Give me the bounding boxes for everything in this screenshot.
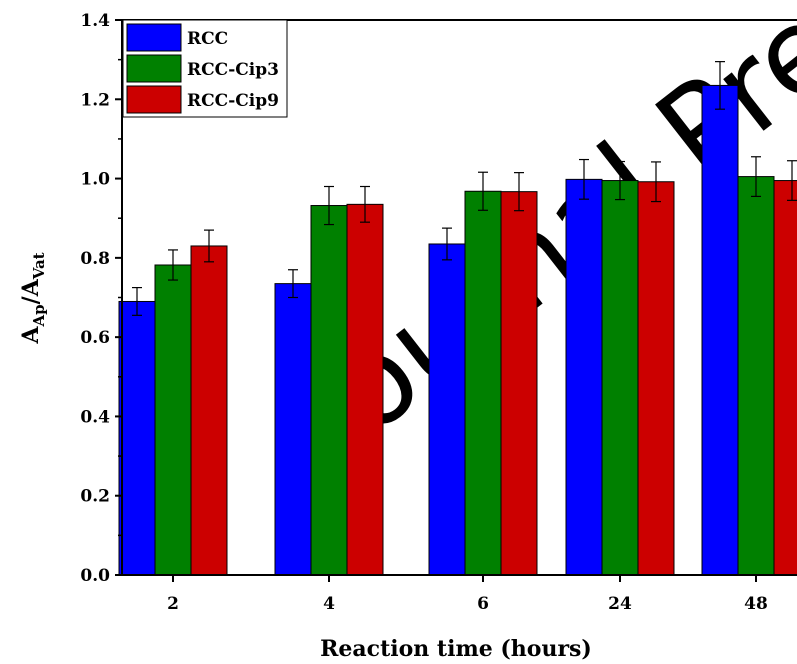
bars-layer [118,84,797,576]
error-bar-rcc-cip3-2 [168,249,178,281]
y-axis-label-sub1: Ap [30,304,48,327]
legend: RCC RCC-Cip3 RCC-Cip9 [122,19,288,118]
bar-rcc-cip3-4 [310,205,348,576]
y-tick-label: 0.6 [80,328,110,348]
bar-rcc-cip3-6 [464,190,502,576]
x-tick-label: 24 [608,594,632,614]
y-axis-label-base1: A [18,326,44,345]
error-bar-rcc-cip3-24 [615,160,625,201]
bar-rcc-cip9-2 [190,245,228,576]
bar-rcc-2 [118,300,156,576]
y-tick-label: 0.4 [80,407,110,427]
x-tick-label: 48 [744,594,768,614]
error-bar-rcc-cip3-48 [751,156,761,198]
bar-rcc-4 [274,283,312,576]
y-axis-label: AAp/AVat [18,252,48,344]
y-tick-label: 1.2 [80,90,110,110]
error-bar-rcc-cip9-24 [651,161,661,203]
y-tick-label: 0.8 [80,249,110,269]
x-tick-label: 4 [323,594,335,614]
error-bar-rcc-cip9-6 [514,172,524,212]
bar-rcc-cip3-24 [601,180,639,576]
bar-rcc-6 [428,243,466,576]
legend-swatch-rcc-cip3 [126,54,182,83]
y-tick-label: 1.4 [80,11,110,31]
bar-rcc-48 [701,84,739,576]
x-tick-label: 2 [167,594,179,614]
y-tick-label: 1.0 [80,170,110,190]
error-bar-rcc-4 [288,269,298,299]
x-tick-label: 6 [477,594,489,614]
bar-rcc-cip9-24 [637,181,675,576]
y-axis-label-slash: / [18,295,44,304]
error-bar-rcc-48 [715,61,725,110]
x-axis-label: Reaction time (hours) [320,636,592,662]
error-bar-rcc-cip3-4 [324,185,334,226]
error-bar-rcc-cip9-2 [204,229,214,263]
bar-rcc-cip9-6 [500,191,538,576]
error-bar-rcc-24 [579,158,589,200]
error-bar-rcc-cip9-48 [787,160,797,201]
y-tick-label: 0.2 [80,487,110,507]
bar-rcc-cip3-2 [154,264,192,576]
bar-rcc-24 [565,178,603,576]
legend-swatch-rcc [126,23,182,52]
legend-label-rcc-cip9: RCC-Cip9 [187,91,279,111]
error-bars-layer [132,61,797,316]
legend-label-rcc-cip3: RCC-Cip3 [187,60,279,80]
x-ticks: 2 4 6 24 48 [167,575,768,614]
error-bar-rcc-cip9-4 [360,185,370,223]
legend-label-rcc: RCC [187,29,228,49]
y-tick-label: 0.0 [80,566,110,586]
bar-rcc-cip3-48 [737,176,775,576]
error-bar-rcc-2 [132,286,142,316]
legend-swatch-rcc-cip9 [126,85,182,114]
bar-rcc-cip9-4 [346,203,384,576]
error-bar-rcc-6 [442,227,452,261]
bar-rcc-cip9-48 [773,180,797,576]
error-bar-rcc-cip3-6 [478,171,488,211]
y-axis-label-sub2: Vat [30,252,48,280]
y-axis-label-base2: A [18,278,44,297]
y-ticks: 0.0 0.2 0.4 0.6 0.8 1.0 1.2 1.4 [80,11,122,586]
